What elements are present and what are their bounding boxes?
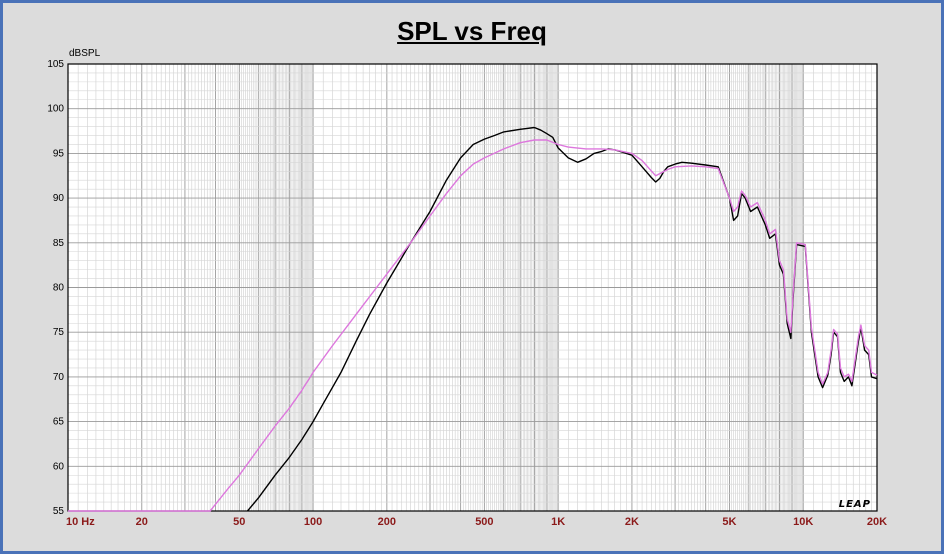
y-tick-label: 90 [53, 193, 65, 204]
x-tick-label: 500 [475, 516, 493, 528]
y-tick-label: 75 [53, 327, 65, 338]
x-tick-label: 2K [625, 516, 639, 528]
y-tick-label: 70 [53, 372, 65, 383]
x-tick-label: 200 [378, 516, 396, 528]
x-tick-label: 10 Hz [66, 516, 95, 528]
y-tick-label: 65 [53, 417, 65, 428]
x-tick-label: 20 [136, 516, 148, 528]
y-tick-label: 100 [47, 104, 64, 115]
y-tick-label: 105 [47, 59, 64, 70]
plot-border [67, 63, 878, 512]
y-axis-label: dBSPL [69, 48, 101, 59]
x-tick-label: 20K [867, 516, 887, 528]
y-tick-label: 80 [53, 283, 65, 294]
x-tick-label: 100 [304, 516, 322, 528]
series-line-2 [68, 139, 878, 512]
x-tick-label: 5K [722, 516, 736, 528]
y-tick-label: 55 [53, 506, 65, 517]
y-tick-label: 95 [53, 148, 65, 159]
chart-title: SPL vs Freq [397, 16, 547, 46]
leap-logo: LEAP [839, 499, 871, 510]
x-tick-label: 1K [551, 516, 565, 528]
x-tick-label: 10K [793, 516, 813, 528]
x-tick-label: 50 [233, 516, 245, 528]
y-tick-label: 85 [53, 238, 65, 249]
y-tick-label: 60 [53, 461, 65, 472]
